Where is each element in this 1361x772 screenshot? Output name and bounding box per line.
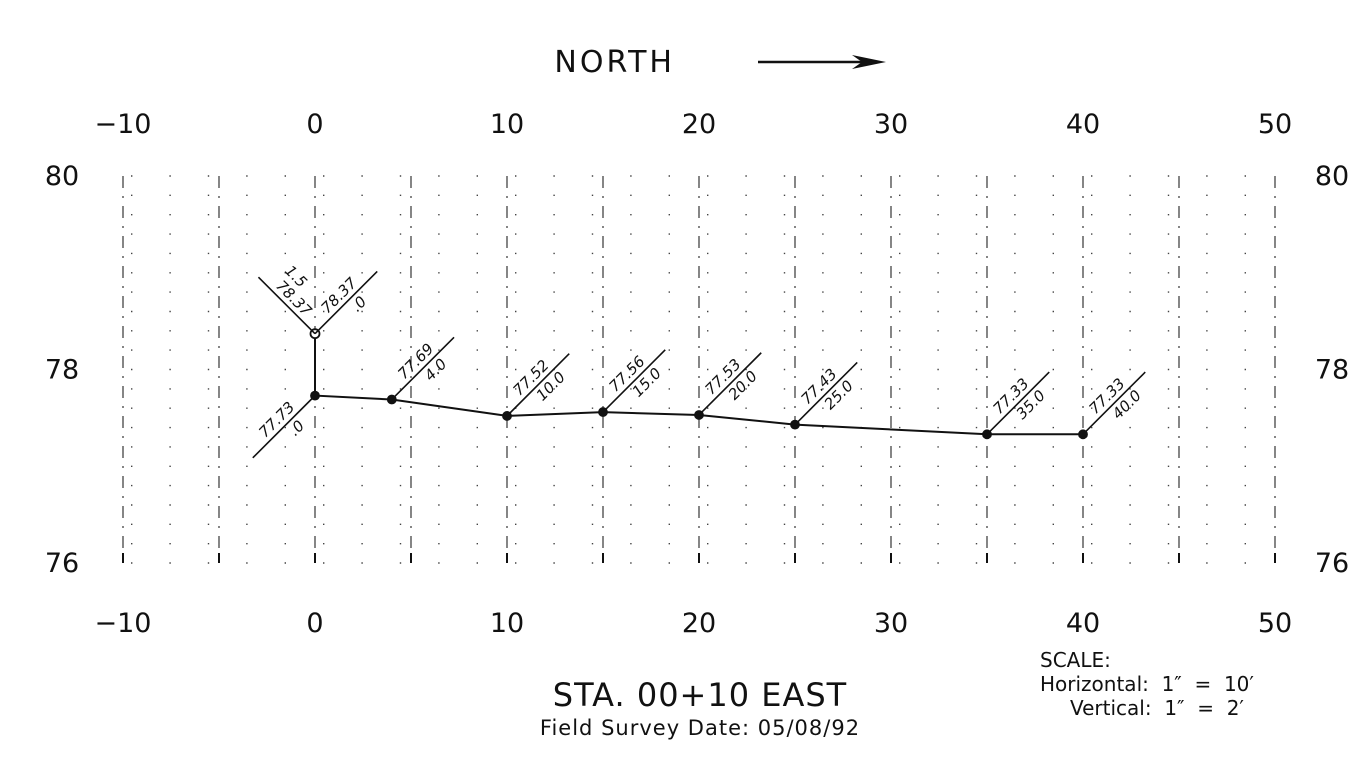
point-label: 77.694.0 xyxy=(391,336,455,401)
scale-horizontal: Horizontal: 1″ = 10′ xyxy=(1040,672,1254,696)
x-tick-label-top: 30 xyxy=(874,109,908,140)
leader-line xyxy=(794,361,858,426)
x-tick-label-bottom: 20 xyxy=(682,608,716,639)
scale-vertical: Vertical: 1″ = 2′ xyxy=(1070,696,1244,720)
x-tick-label-top: −10 xyxy=(95,109,152,140)
scale-heading: SCALE: xyxy=(1040,648,1111,672)
leader-line xyxy=(257,276,316,335)
chart-title: NORTH xyxy=(554,45,675,80)
grid-dot-field xyxy=(131,175,1246,564)
x-tick-label-bottom: 10 xyxy=(490,608,524,639)
point-label: 78.37.0 xyxy=(314,270,378,335)
x-tick-label-top: 0 xyxy=(306,109,323,140)
x-tick-label-bottom: 50 xyxy=(1258,608,1292,639)
x-tick-labels-bottom: −10 0 10 20 30 40 50 xyxy=(95,608,1293,639)
survey-date: Field Survey Date: 05/08/92 xyxy=(539,716,861,740)
y-tick-label-right: 80 xyxy=(1315,161,1349,192)
y-tick-label-left: 76 xyxy=(45,548,79,579)
leader-line xyxy=(602,349,666,413)
x-tick-label-top: 10 xyxy=(490,109,524,140)
point-label: 77.73.0 xyxy=(252,395,316,459)
y-tick-label-left: 80 xyxy=(45,161,79,192)
x-tick-label-bottom: 40 xyxy=(1066,608,1100,639)
x-tick-label-top: 20 xyxy=(682,109,716,140)
leader-line xyxy=(314,270,378,335)
x-tick-label-top: 40 xyxy=(1066,109,1100,140)
y-tick-label-right: 76 xyxy=(1315,548,1349,579)
grid-dots xyxy=(131,175,1246,564)
scale-block: SCALE: Horizontal: 1″ = 10′ Vertical: 1″… xyxy=(1040,648,1254,720)
leader-line xyxy=(986,371,1050,435)
title-arrow-head xyxy=(852,55,886,69)
grid-lines xyxy=(122,176,1276,563)
x-tick-labels-top: −10 0 10 20 30 40 50 xyxy=(95,109,1293,140)
x-tick-label-top: 50 xyxy=(1258,109,1292,140)
point-label: 78.371.5 xyxy=(257,262,316,335)
x-tick-label-bottom: 0 xyxy=(306,608,323,639)
leader-line xyxy=(391,336,455,401)
x-tick-label-bottom: −10 xyxy=(95,608,152,639)
y-tick-label-right: 78 xyxy=(1315,355,1349,386)
leader-line xyxy=(506,353,570,417)
leader-line xyxy=(1082,371,1146,435)
chart-title-group: NORTH xyxy=(554,45,886,80)
leader-line xyxy=(698,352,762,416)
y-tick-label-left: 78 xyxy=(45,355,79,386)
y-tick-labels-right: 76 78 80 xyxy=(1315,161,1349,579)
leader-line xyxy=(252,395,316,459)
station-title: STA. 00+10 EAST xyxy=(552,676,848,714)
profile-series xyxy=(309,328,1088,440)
x-tick-label-bottom: 30 xyxy=(874,608,908,639)
y-tick-labels-left: 76 78 80 xyxy=(45,161,79,579)
